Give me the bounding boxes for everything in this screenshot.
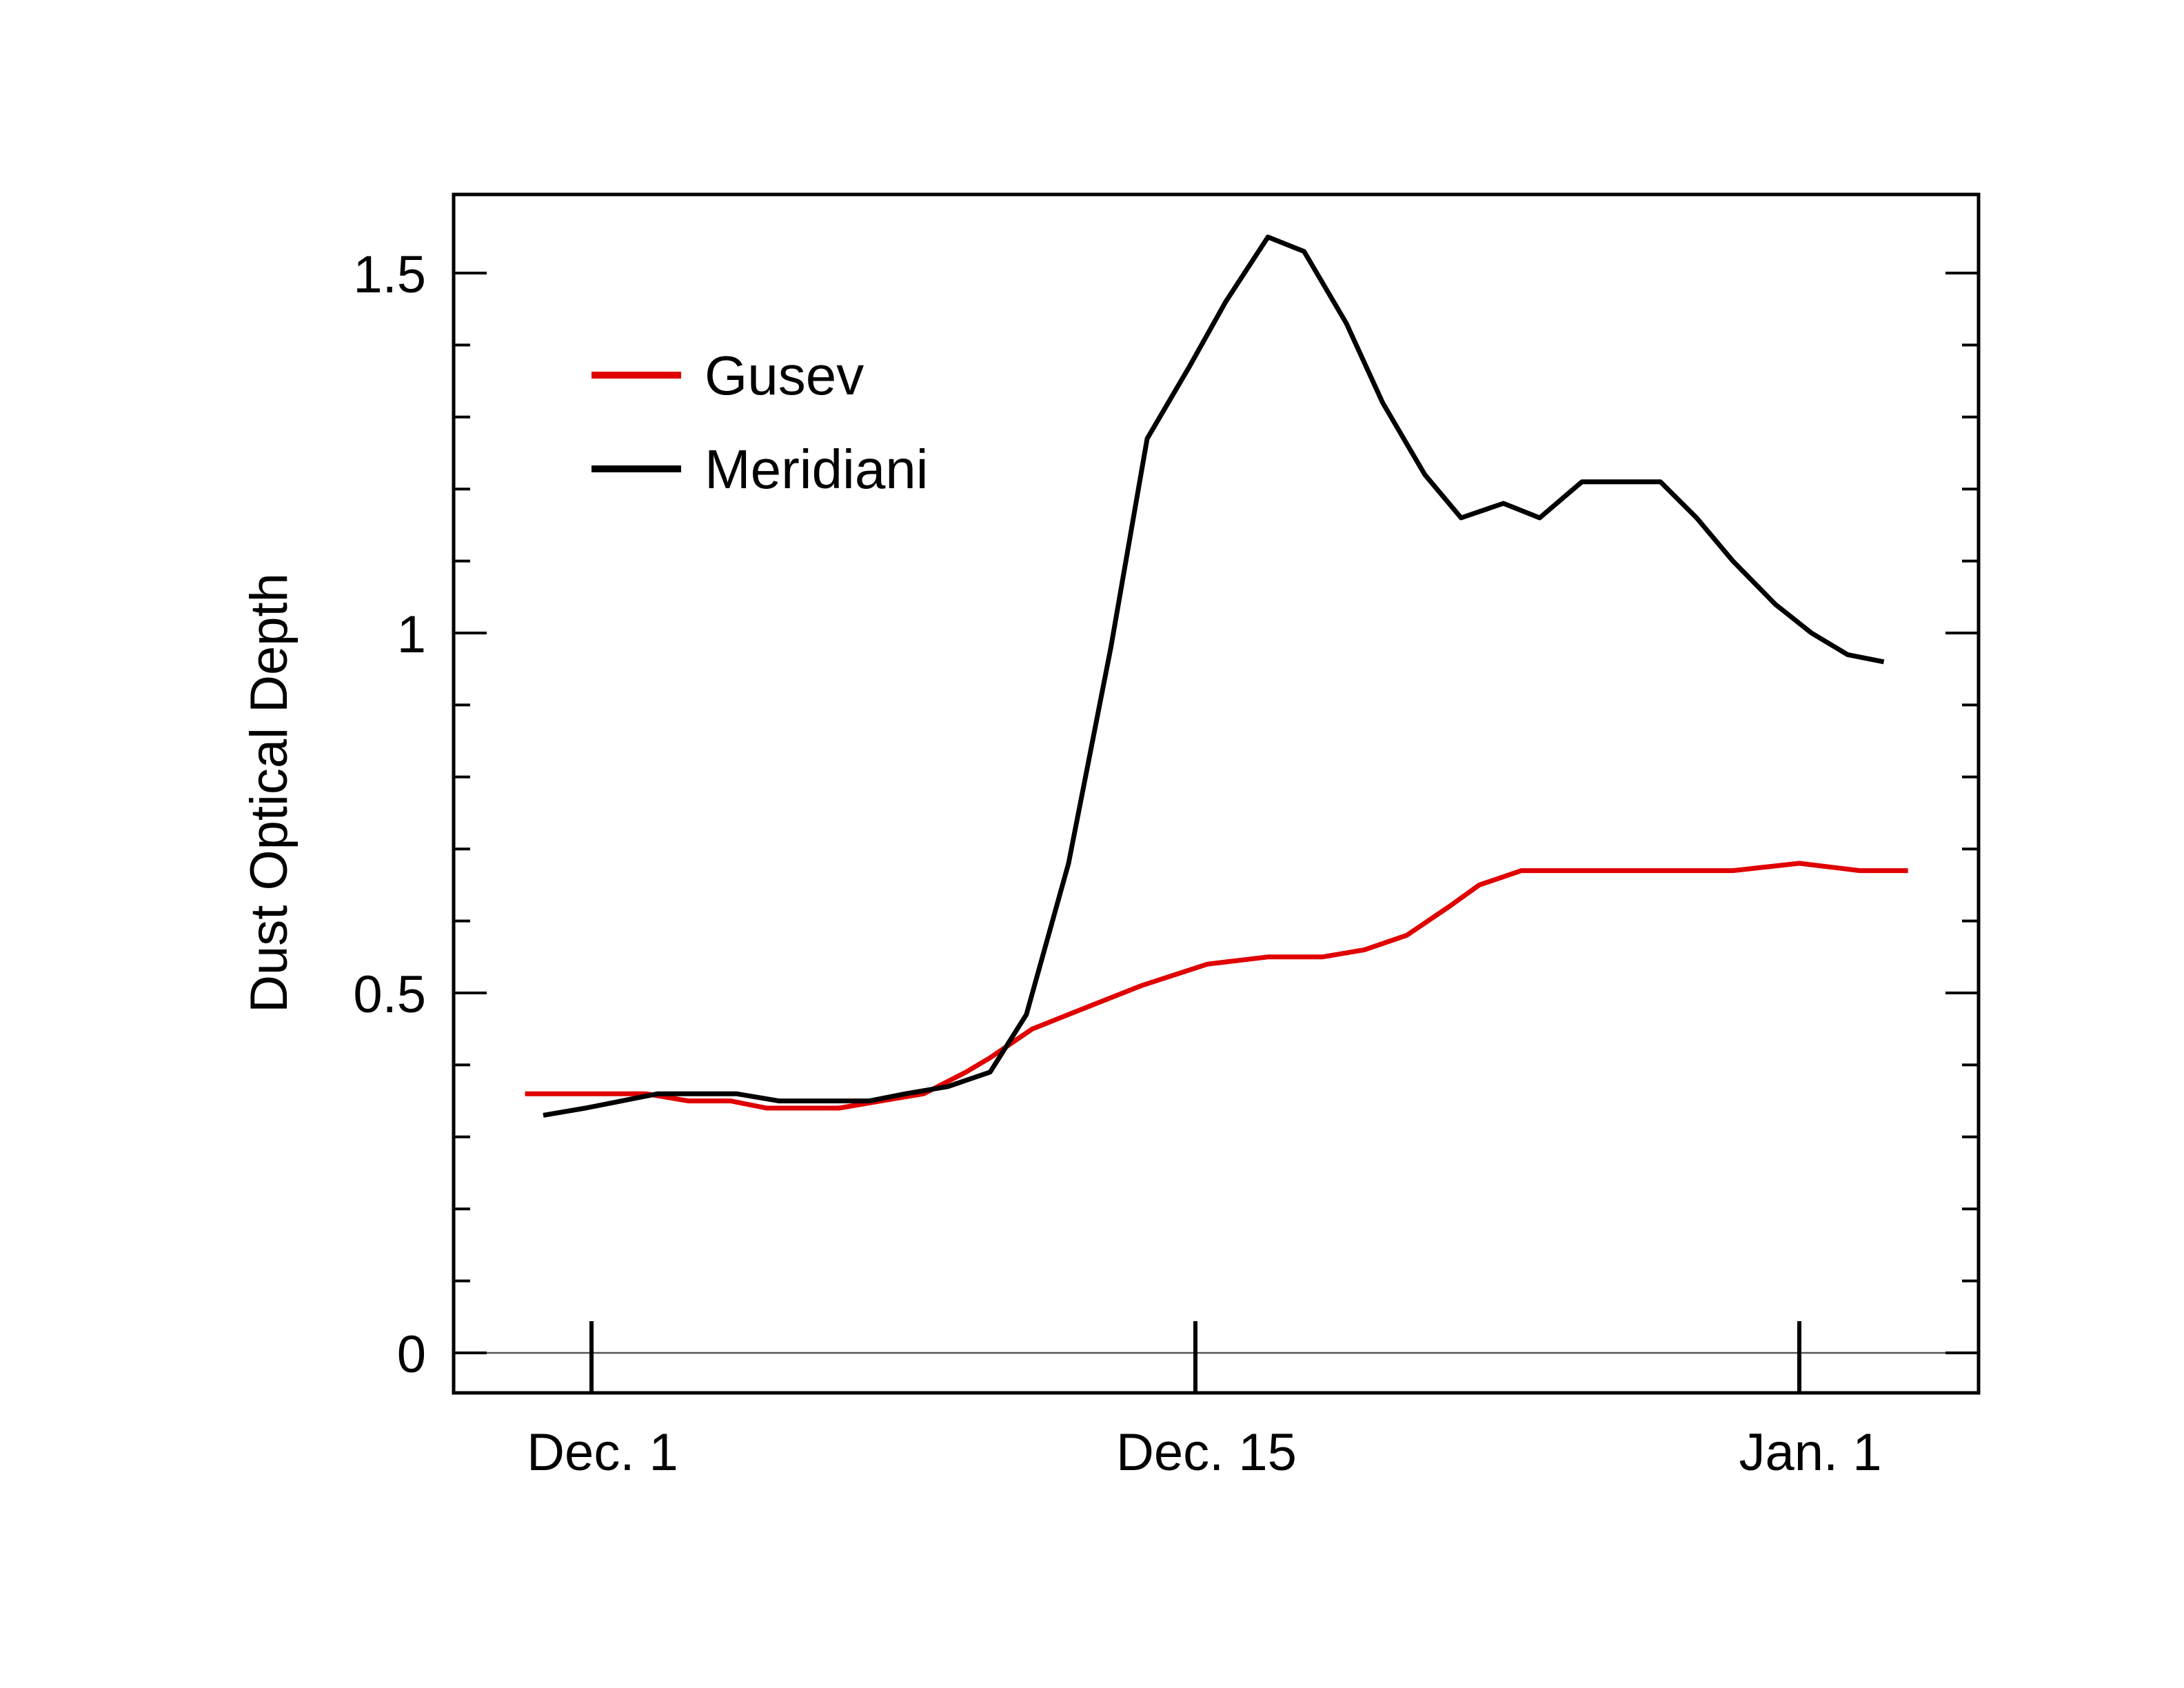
- series-meridiani: [543, 234, 1885, 1118]
- x-tick-label: Dec. 15: [1116, 1423, 1297, 1482]
- legend-label-gusev: Gusev: [705, 345, 864, 406]
- y-tick-label: 1: [397, 605, 426, 664]
- series-gusev: [525, 861, 1908, 1111]
- x-tick-label: Dec. 1: [527, 1423, 678, 1482]
- x-axis-ticks: Dec. 1 Dec. 15 Jan. 1: [527, 1321, 1882, 1482]
- background: [11, 0, 2173, 1688]
- y-tick-label: 0: [397, 1325, 426, 1384]
- y-axis-ticks: 0 0.5 1 1.5: [353, 245, 1979, 1384]
- y-tick-label: 1.5: [353, 245, 426, 304]
- y-tick-label: 0.5: [353, 965, 426, 1024]
- y-axis-title: Dust Optical Depth: [240, 573, 299, 1013]
- legend-label-meridiani: Meridiani: [705, 439, 929, 500]
- plot-series: [525, 234, 1908, 1118]
- x-tick-label: Jan. 1: [1739, 1423, 1881, 1482]
- plot-frame: [452, 192, 1981, 1395]
- legend: Gusev Meridiani: [592, 345, 929, 500]
